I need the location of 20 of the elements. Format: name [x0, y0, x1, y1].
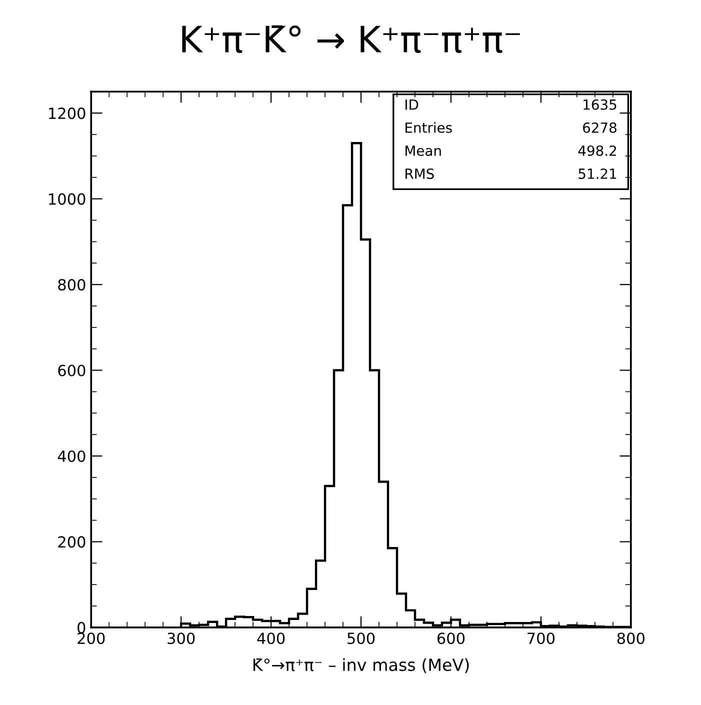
- text: Entries 6278: [406, 122, 616, 133]
- x-tick-label: 300: [168, 632, 195, 644]
- x-tick-label: 500: [348, 632, 375, 644]
- y-tick-label: 200: [58, 536, 86, 548]
- x-axis-title: K̄°→π⁺π⁻ – inv mass (MeV): [253, 658, 469, 674]
- chart-title: K⁺π⁻K̄° → K⁺π⁻π⁺π⁻: [182, 25, 520, 53]
- y-tick-label: 800: [58, 279, 86, 291]
- x-tick-label: 400: [257, 632, 285, 644]
- y-tick-label: 1200: [49, 108, 86, 120]
- y-tick-label: 400: [58, 450, 86, 462]
- x-tick-label: 800: [617, 632, 644, 644]
- y-tick-label: 0: [78, 622, 86, 634]
- text: ID 1635: [406, 99, 616, 110]
- y-tick-label: 600: [58, 364, 86, 376]
- x-tick-label: 600: [437, 632, 465, 644]
- text: RMS 51.21: [406, 168, 616, 179]
- x-tick-label: 700: [528, 632, 555, 644]
- text: Mean 498.2: [406, 145, 616, 156]
- y-tick-label: 1000: [49, 193, 86, 205]
- x-tick-label: 200: [78, 632, 105, 644]
